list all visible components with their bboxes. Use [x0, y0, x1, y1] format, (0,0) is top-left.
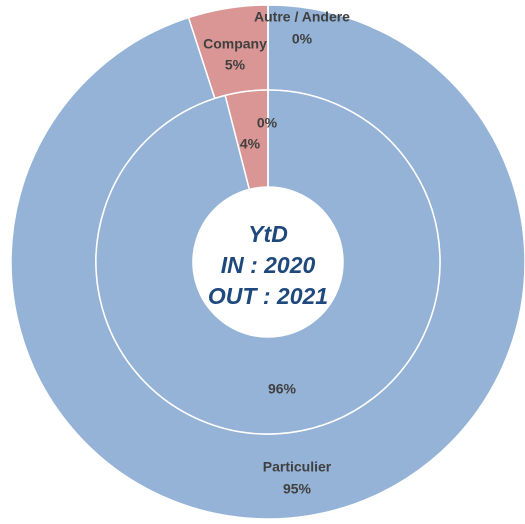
value-label: 95%: [283, 481, 312, 497]
value-label: 0%: [292, 31, 313, 47]
value-label: 4%: [240, 136, 261, 152]
center-text: YtD: [248, 221, 288, 247]
value-label: 0%: [257, 115, 278, 131]
category-label: Autre / Andere: [254, 9, 350, 25]
center-text: OUT : 2021: [208, 283, 328, 309]
value-label: 96%: [268, 381, 297, 397]
category-label: Company: [203, 36, 267, 52]
center-text: IN : 2020: [221, 252, 316, 278]
category-label: Particulier: [263, 459, 332, 475]
donut-segment: [95, 89, 441, 435]
value-label: 5%: [225, 57, 246, 73]
